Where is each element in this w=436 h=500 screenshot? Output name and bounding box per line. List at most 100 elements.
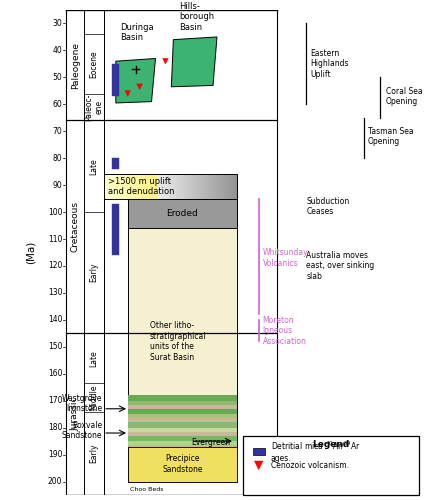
Text: 90: 90 (52, 180, 62, 190)
Text: Detritial mica $^{40}$Ar/$^{39}$Ar
ages.: Detritial mica $^{40}$Ar/$^{39}$Ar ages. (271, 440, 360, 462)
Text: 190: 190 (48, 450, 62, 459)
Bar (128, 432, 237, 436)
Bar (128, 400, 237, 404)
Text: Jurassic: Jurassic (71, 397, 80, 432)
Bar (162, 174, 165, 199)
Bar (173, 174, 176, 199)
Text: 40: 40 (52, 46, 62, 55)
Bar (165, 174, 168, 199)
Text: 50: 50 (52, 73, 62, 82)
Text: >1500 m uplift
and denudation: >1500 m uplift and denudation (108, 177, 174, 196)
Bar (152, 174, 154, 199)
Bar (229, 174, 232, 199)
Bar (243, 436, 419, 495)
Bar (139, 174, 141, 199)
Bar (194, 174, 197, 199)
Bar (128, 436, 237, 441)
Bar (234, 174, 237, 199)
Polygon shape (125, 90, 131, 96)
Bar (160, 174, 162, 199)
Bar (128, 422, 237, 428)
Text: Other litho-
stratigraphical
units of the
Surat Basin: Other litho- stratigraphical units of th… (150, 322, 206, 362)
Bar (232, 174, 234, 199)
Bar (128, 428, 237, 432)
Bar (170, 174, 173, 199)
Text: 100: 100 (48, 208, 62, 216)
Bar (146, 174, 149, 199)
Bar (221, 174, 224, 199)
Bar (208, 174, 210, 199)
Text: Evergreen: Evergreen (191, 438, 230, 447)
Text: Paleogene: Paleogene (71, 42, 80, 88)
Text: 200: 200 (48, 477, 62, 486)
Bar (189, 174, 192, 199)
Text: Whitsunday
Volcanics: Whitsunday Volcanics (262, 248, 308, 268)
Bar (218, 174, 221, 199)
Text: Middle: Middle (89, 384, 99, 410)
Text: Late: Late (89, 350, 99, 366)
Text: Tasman Sea
Opening: Tasman Sea Opening (368, 127, 413, 146)
Bar (184, 174, 186, 199)
Polygon shape (171, 37, 217, 87)
Bar (210, 174, 213, 199)
Bar (136, 174, 139, 199)
Text: Late: Late (89, 158, 99, 174)
Bar (128, 198, 237, 228)
Bar (128, 396, 237, 400)
Text: 120: 120 (48, 262, 62, 270)
Text: Precipice
Sandstone: Precipice Sandstone (162, 454, 203, 473)
Bar (128, 418, 237, 422)
Bar (128, 404, 237, 409)
Bar (215, 174, 218, 199)
Bar (186, 174, 189, 199)
Text: Paleoc-
ene: Paleoc- ene (84, 94, 104, 120)
Bar (128, 446, 237, 482)
Bar (192, 174, 194, 199)
Text: Eocene: Eocene (89, 50, 99, 78)
Bar (125, 174, 128, 199)
Bar (104, 174, 106, 199)
Text: Cape
Hills-
borough
Basin: Cape Hills- borough Basin (179, 0, 215, 32)
Bar (128, 441, 237, 445)
Text: Choo Beds: Choo Beds (130, 487, 163, 492)
Text: Westgrove
Ironstone: Westgrove Ironstone (61, 394, 102, 413)
Bar (200, 174, 202, 199)
Bar (115, 174, 117, 199)
Text: Legend: Legend (313, 440, 350, 449)
Bar (128, 414, 237, 418)
Text: 130: 130 (48, 288, 62, 298)
Text: Duringa
Basin: Duringa Basin (120, 23, 153, 42)
Bar (106, 174, 109, 199)
Bar (149, 174, 152, 199)
Text: Eastern
Highlands
Uplift: Eastern Highlands Uplift (310, 49, 349, 79)
Bar (202, 174, 205, 199)
Bar (109, 174, 112, 199)
Text: Boxvale
Sandstone: Boxvale Sandstone (61, 420, 102, 440)
Bar (112, 174, 115, 199)
Text: Subduction
Ceases: Subduction Ceases (306, 197, 350, 216)
Text: 60: 60 (52, 100, 62, 109)
Polygon shape (163, 58, 168, 64)
Bar (141, 174, 144, 199)
Text: Cretaceous: Cretaceous (71, 202, 80, 252)
Bar (157, 174, 160, 199)
Text: 160: 160 (48, 369, 62, 378)
Bar (168, 174, 170, 199)
Bar (128, 409, 237, 414)
Bar (197, 174, 200, 199)
Bar (120, 174, 123, 199)
Bar (154, 174, 157, 199)
Bar (112, 158, 119, 169)
Text: Moreton
Igneous
Association: Moreton Igneous Association (262, 316, 307, 346)
Bar (213, 174, 215, 199)
Text: Coral Sea
Opening: Coral Sea Opening (385, 86, 422, 106)
Bar (112, 64, 119, 96)
Bar (117, 174, 120, 199)
Bar (205, 174, 208, 199)
Bar (130, 174, 133, 199)
Text: Early: Early (89, 263, 99, 282)
Polygon shape (137, 84, 143, 89)
Text: 80: 80 (53, 154, 62, 162)
Bar (253, 448, 265, 454)
Bar (133, 174, 136, 199)
